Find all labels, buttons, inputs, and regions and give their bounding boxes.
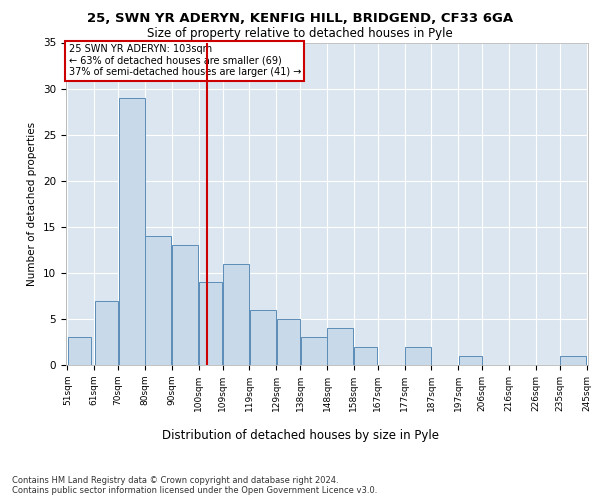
Bar: [250, 310, 276, 365]
Text: Distribution of detached houses by size in Pyle: Distribution of detached houses by size …: [161, 430, 439, 442]
Y-axis label: Number of detached properties: Number of detached properties: [28, 122, 37, 286]
Bar: [223, 264, 249, 365]
Bar: [277, 319, 300, 365]
Bar: [119, 98, 145, 365]
Bar: [145, 236, 172, 365]
Bar: [560, 356, 586, 365]
Bar: [328, 328, 353, 365]
Text: 25 SWN YR ADERYN: 103sqm
← 63% of detached houses are smaller (69)
37% of semi-d: 25 SWN YR ADERYN: 103sqm ← 63% of detach…: [68, 44, 301, 78]
Bar: [95, 300, 118, 365]
Text: Size of property relative to detached houses in Pyle: Size of property relative to detached ho…: [147, 28, 453, 40]
Bar: [405, 346, 431, 365]
Bar: [68, 338, 91, 365]
Bar: [301, 338, 326, 365]
Text: 25, SWN YR ADERYN, KENFIG HILL, BRIDGEND, CF33 6GA: 25, SWN YR ADERYN, KENFIG HILL, BRIDGEND…: [87, 12, 513, 26]
Bar: [458, 356, 482, 365]
Bar: [199, 282, 222, 365]
Bar: [354, 346, 377, 365]
Text: Contains HM Land Registry data © Crown copyright and database right 2024.
Contai: Contains HM Land Registry data © Crown c…: [12, 476, 377, 495]
Bar: [172, 245, 198, 365]
